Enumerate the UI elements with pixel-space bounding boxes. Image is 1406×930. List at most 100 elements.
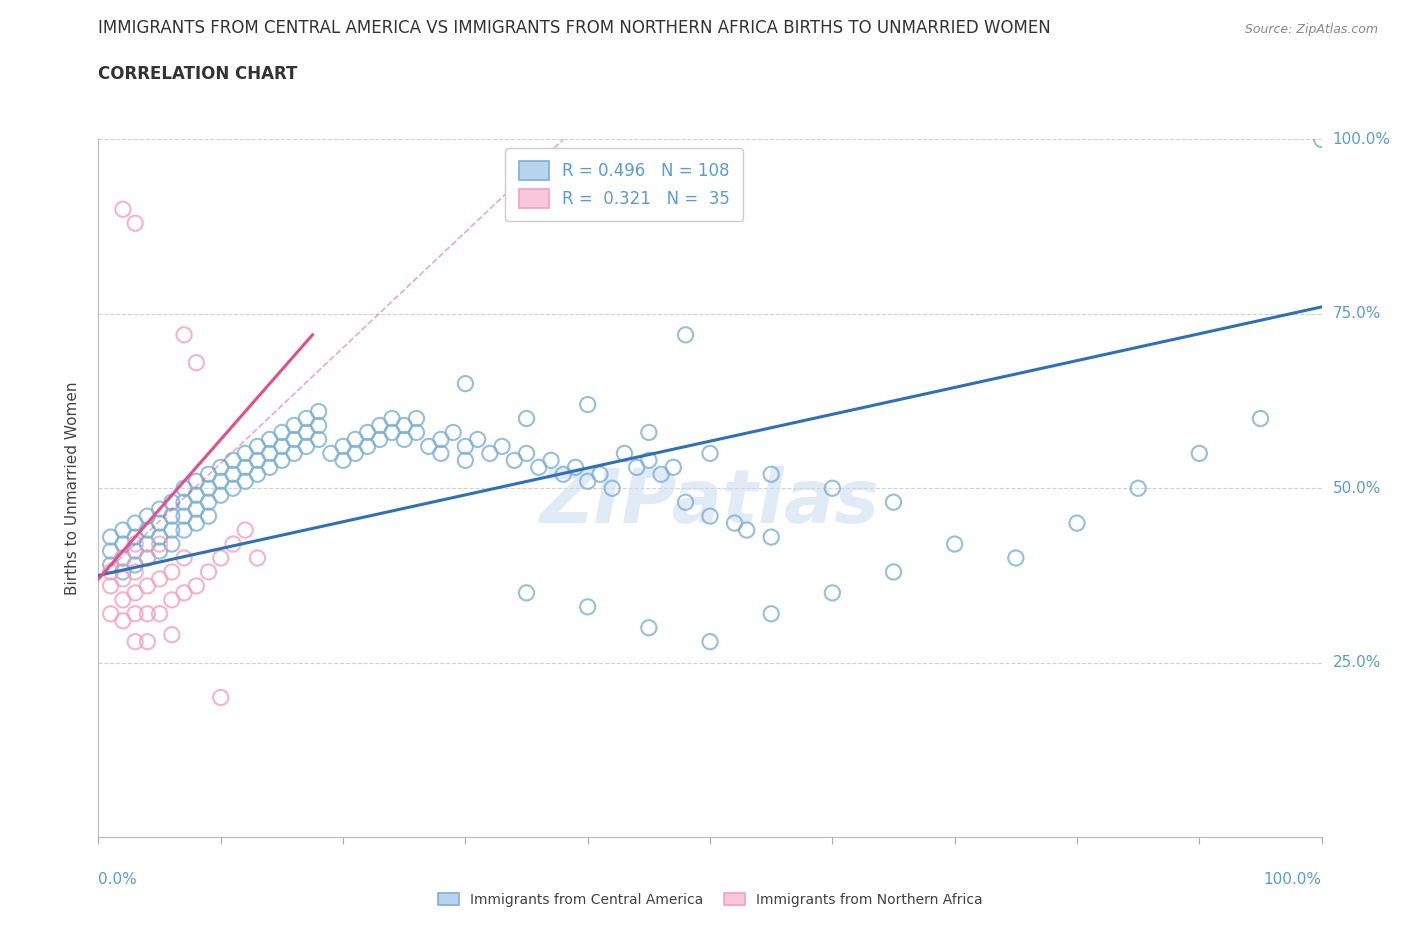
Point xyxy=(430,445,453,460)
Point xyxy=(454,439,477,454)
Point xyxy=(392,432,416,447)
Point xyxy=(173,586,195,601)
Point xyxy=(233,474,256,489)
Point xyxy=(626,460,648,474)
Point xyxy=(173,509,195,524)
Point xyxy=(430,432,453,447)
Point xyxy=(467,432,489,447)
Point xyxy=(186,355,208,370)
Point xyxy=(111,551,134,565)
Point xyxy=(356,439,378,454)
Text: 100.0%: 100.0% xyxy=(1333,132,1391,147)
Point xyxy=(149,537,172,551)
Point xyxy=(270,425,294,440)
Point xyxy=(405,411,427,426)
Point xyxy=(392,418,416,433)
Point xyxy=(160,628,183,643)
Point xyxy=(1128,481,1150,496)
Point xyxy=(209,460,232,474)
Point xyxy=(124,606,146,621)
Point xyxy=(491,439,513,454)
Point xyxy=(209,488,232,503)
Point xyxy=(478,445,501,460)
Point xyxy=(149,571,172,587)
Point xyxy=(761,467,783,482)
Point xyxy=(173,327,195,342)
Point xyxy=(259,460,281,474)
Point xyxy=(332,453,354,468)
Point xyxy=(308,404,330,418)
Point xyxy=(136,537,159,551)
Point xyxy=(149,606,172,621)
Point xyxy=(699,634,721,649)
Point xyxy=(124,586,146,601)
Point xyxy=(124,634,146,649)
Point xyxy=(222,537,245,551)
Point xyxy=(600,481,623,496)
Point xyxy=(699,509,721,524)
Point xyxy=(100,606,122,621)
Point xyxy=(111,565,134,579)
Point xyxy=(100,558,122,573)
Point xyxy=(662,460,685,474)
Point xyxy=(160,592,183,607)
Text: Source: ZipAtlas.com: Source: ZipAtlas.com xyxy=(1244,23,1378,36)
Point xyxy=(100,565,122,579)
Point xyxy=(233,460,256,474)
Point xyxy=(576,397,599,412)
Point xyxy=(454,453,477,468)
Point xyxy=(576,600,599,615)
Point xyxy=(589,467,612,482)
Point xyxy=(308,432,330,447)
Point xyxy=(381,411,404,426)
Point xyxy=(111,592,134,607)
Point xyxy=(136,551,159,565)
Point xyxy=(821,586,844,601)
Point xyxy=(540,453,562,468)
Legend: Immigrants from Central America, Immigrants from Northern Africa: Immigrants from Central America, Immigra… xyxy=(430,886,990,914)
Point xyxy=(699,445,721,460)
Point xyxy=(283,432,305,447)
Point xyxy=(332,439,354,454)
Point xyxy=(136,606,159,621)
Point xyxy=(295,439,318,454)
Point xyxy=(723,515,745,530)
Point xyxy=(160,537,183,551)
Point xyxy=(246,467,269,482)
Point xyxy=(124,543,146,558)
Point xyxy=(1004,551,1026,565)
Point xyxy=(246,453,269,468)
Text: 100.0%: 100.0% xyxy=(1264,872,1322,887)
Point xyxy=(441,425,464,440)
Point xyxy=(111,614,134,629)
Point xyxy=(149,543,172,558)
Point xyxy=(675,495,697,510)
Point xyxy=(270,453,294,468)
Point xyxy=(564,460,586,474)
Point xyxy=(124,530,146,545)
Point xyxy=(124,515,146,530)
Point xyxy=(418,439,440,454)
Point xyxy=(160,509,183,524)
Point xyxy=(675,327,697,342)
Point xyxy=(124,537,146,551)
Point xyxy=(259,432,281,447)
Point xyxy=(124,558,146,573)
Point xyxy=(222,453,245,468)
Point xyxy=(283,445,305,460)
Point xyxy=(124,216,146,231)
Point xyxy=(368,418,391,433)
Point xyxy=(160,495,183,510)
Text: IMMIGRANTS FROM CENTRAL AMERICA VS IMMIGRANTS FROM NORTHERN AFRICA BIRTHS TO UNM: IMMIGRANTS FROM CENTRAL AMERICA VS IMMIG… xyxy=(98,19,1052,36)
Point xyxy=(454,376,477,391)
Point xyxy=(295,425,318,440)
Point xyxy=(515,445,537,460)
Point xyxy=(222,467,245,482)
Point xyxy=(186,474,208,489)
Point xyxy=(111,537,134,551)
Point xyxy=(111,551,134,565)
Point xyxy=(761,606,783,621)
Point xyxy=(186,488,208,503)
Point xyxy=(233,523,256,538)
Point xyxy=(149,502,172,517)
